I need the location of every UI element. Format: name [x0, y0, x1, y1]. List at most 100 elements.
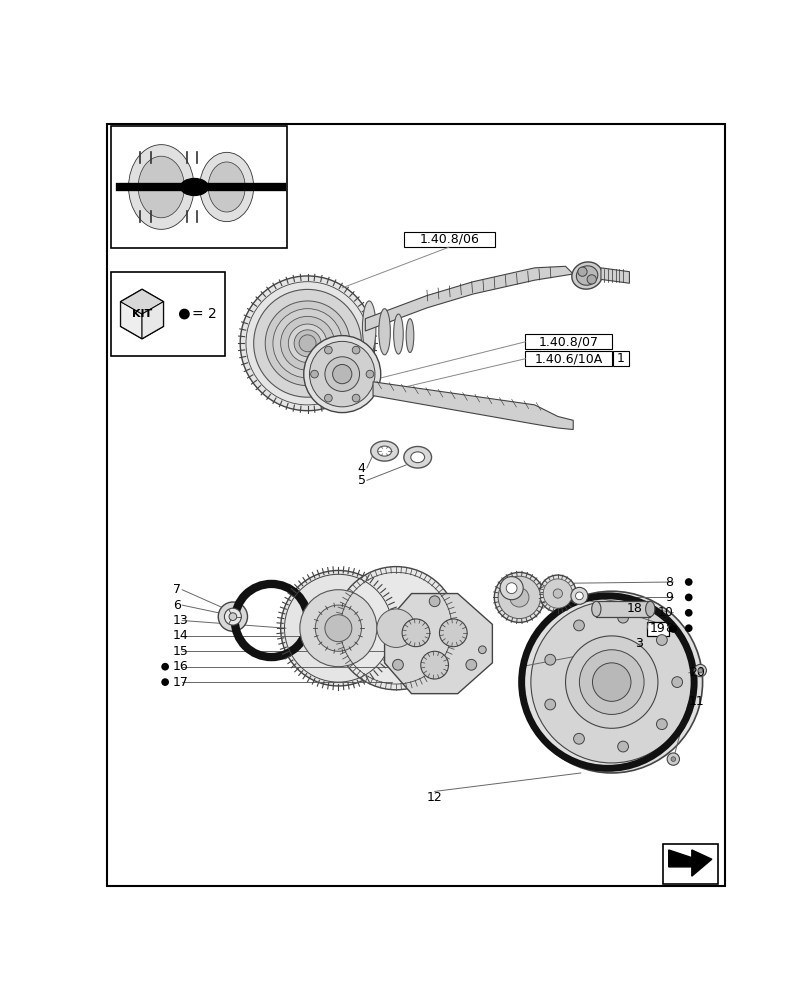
- Ellipse shape: [570, 587, 587, 604]
- Circle shape: [655, 719, 667, 730]
- Text: 20: 20: [688, 666, 704, 679]
- Ellipse shape: [371, 441, 398, 461]
- Circle shape: [586, 275, 595, 284]
- Circle shape: [693, 664, 706, 677]
- Circle shape: [324, 346, 332, 354]
- Text: 10: 10: [657, 606, 672, 619]
- Circle shape: [530, 601, 692, 763]
- Bar: [111, 272, 225, 356]
- Bar: [595, 601, 650, 617]
- Text: 18: 18: [626, 602, 642, 615]
- Text: 15: 15: [173, 645, 188, 658]
- Ellipse shape: [379, 309, 390, 355]
- Bar: [525, 351, 611, 366]
- Ellipse shape: [333, 364, 351, 384]
- Ellipse shape: [200, 152, 253, 222]
- Circle shape: [573, 733, 584, 744]
- Polygon shape: [372, 382, 573, 430]
- Circle shape: [684, 609, 692, 617]
- Ellipse shape: [138, 156, 184, 218]
- Text: 6: 6: [173, 599, 181, 612]
- Circle shape: [178, 309, 190, 319]
- Polygon shape: [142, 302, 163, 339]
- Text: KIT: KIT: [131, 309, 152, 319]
- Text: 1.40.8/07: 1.40.8/07: [538, 335, 598, 348]
- Circle shape: [392, 659, 403, 670]
- Ellipse shape: [208, 162, 245, 212]
- Circle shape: [161, 678, 169, 686]
- Circle shape: [366, 370, 373, 378]
- Ellipse shape: [575, 592, 582, 600]
- Circle shape: [684, 624, 692, 632]
- Circle shape: [684, 594, 692, 601]
- Ellipse shape: [406, 319, 414, 353]
- Polygon shape: [668, 850, 711, 876]
- Bar: [662, 844, 717, 884]
- Circle shape: [564, 636, 657, 728]
- Polygon shape: [600, 268, 629, 283]
- Ellipse shape: [299, 590, 376, 667]
- Ellipse shape: [403, 446, 431, 468]
- Circle shape: [439, 619, 466, 647]
- Circle shape: [466, 659, 476, 670]
- Bar: [403, 232, 494, 247]
- Polygon shape: [121, 289, 163, 339]
- Polygon shape: [121, 302, 142, 339]
- Ellipse shape: [298, 335, 315, 352]
- Circle shape: [520, 591, 702, 773]
- Circle shape: [401, 619, 429, 647]
- Circle shape: [579, 650, 643, 714]
- Text: 7: 7: [173, 583, 181, 596]
- Ellipse shape: [281, 570, 396, 686]
- Ellipse shape: [505, 583, 517, 594]
- Circle shape: [544, 699, 555, 710]
- Text: 16: 16: [173, 660, 188, 673]
- Polygon shape: [384, 594, 491, 694]
- Polygon shape: [121, 289, 163, 314]
- Circle shape: [311, 370, 318, 378]
- Circle shape: [697, 668, 702, 673]
- Circle shape: [573, 620, 584, 631]
- Circle shape: [670, 757, 675, 761]
- Text: 19: 19: [650, 622, 665, 635]
- Circle shape: [544, 654, 555, 665]
- Circle shape: [478, 646, 486, 654]
- Text: 9: 9: [665, 591, 672, 604]
- Text: 3: 3: [634, 637, 642, 650]
- Circle shape: [667, 753, 679, 765]
- Ellipse shape: [229, 613, 237, 620]
- Text: 1.40.6/10A: 1.40.6/10A: [534, 352, 602, 365]
- Text: 1.40.8/06: 1.40.8/06: [418, 233, 478, 246]
- Text: 11: 11: [688, 695, 704, 708]
- Text: 12: 12: [427, 791, 442, 804]
- Ellipse shape: [303, 336, 380, 413]
- Circle shape: [577, 267, 586, 276]
- Ellipse shape: [552, 589, 562, 598]
- Circle shape: [617, 612, 628, 623]
- Text: 8: 8: [664, 576, 672, 588]
- Circle shape: [617, 741, 628, 752]
- Circle shape: [592, 663, 630, 701]
- Circle shape: [671, 677, 682, 687]
- Ellipse shape: [324, 357, 359, 391]
- Circle shape: [684, 578, 692, 586]
- Bar: [525, 334, 611, 349]
- Ellipse shape: [497, 576, 540, 619]
- Ellipse shape: [571, 262, 602, 289]
- Ellipse shape: [218, 602, 247, 631]
- Ellipse shape: [309, 341, 375, 407]
- Ellipse shape: [543, 579, 572, 608]
- Ellipse shape: [240, 276, 375, 411]
- Ellipse shape: [377, 446, 391, 456]
- Text: 13: 13: [173, 614, 188, 627]
- Ellipse shape: [334, 567, 457, 690]
- Text: 5: 5: [357, 474, 365, 487]
- Ellipse shape: [500, 577, 522, 600]
- Ellipse shape: [509, 588, 528, 607]
- Text: 14: 14: [173, 629, 188, 642]
- Circle shape: [420, 651, 448, 679]
- Ellipse shape: [591, 601, 600, 617]
- Ellipse shape: [539, 575, 576, 612]
- Text: 8: 8: [664, 622, 672, 635]
- Polygon shape: [365, 266, 573, 331]
